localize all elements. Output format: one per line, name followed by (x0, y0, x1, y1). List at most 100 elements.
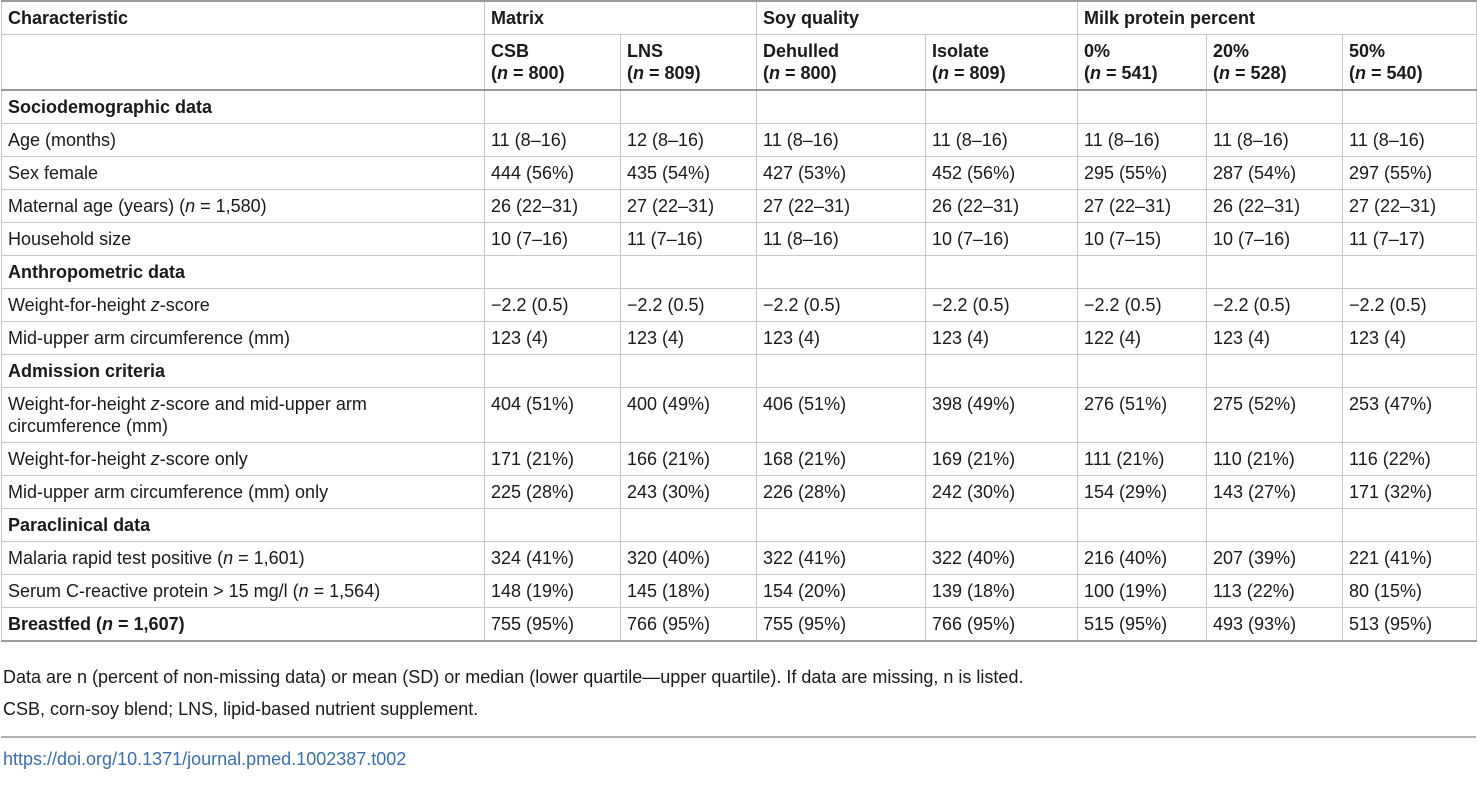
table-cell: 27 (22–31) (756, 189, 927, 223)
table-cell: 139 (18%) (925, 574, 1079, 608)
table-cell: 515 (95%) (1077, 607, 1208, 642)
section-row: Sociodemographic data (1, 89, 1477, 124)
table-cell: 427 (53%) (756, 156, 927, 190)
table-cell: 143 (27%) (1206, 475, 1344, 509)
doi-link[interactable]: https://doi.org/10.1371/journal.pmed.100… (3, 749, 407, 769)
row-label-part: = 1,564) (308, 581, 381, 601)
table-cell: 275 (52%) (1206, 387, 1344, 443)
table-row: Mid-upper arm circumference (mm) only 225… (1, 475, 1477, 509)
row-label-italic: z (150, 295, 160, 315)
section-label: Paraclinical data (1, 508, 485, 542)
row-label: Weight-for-height z-score only (1, 442, 485, 476)
empty-cell (925, 89, 1079, 124)
row-label-italic: n (185, 196, 196, 216)
table-cell: 11 (8–16) (756, 123, 927, 157)
n-prefix: ( (1213, 63, 1220, 83)
table-cell: −2.2 (0.5) (619, 288, 758, 322)
table-cell: 148 (19%) (484, 574, 621, 608)
empty-cell (484, 89, 621, 124)
empty-cell (1206, 255, 1344, 289)
table-cell: 168 (21%) (756, 442, 927, 476)
empty-cell (1342, 255, 1477, 289)
table-cell: 11 (8–16) (1342, 123, 1477, 157)
table-cell: 27 (22–31) (1342, 189, 1477, 223)
table-cell: 253 (47%) (1342, 387, 1477, 443)
table-cell: 27 (22–31) (619, 189, 758, 223)
row-label-part: Weight-for-height (8, 449, 151, 469)
table-row: Sex female 444 (56%) 435 (54%) 427 (53%) 452… (1, 156, 1477, 190)
n-value: 541 (1121, 63, 1152, 83)
n-suffix: ) (999, 63, 1006, 83)
header-column-0: CSB (n = 800) (484, 34, 621, 91)
n-letter: n (1219, 63, 1231, 83)
table-cell: 766 (95%) (925, 607, 1079, 642)
table-cell: 755 (95%) (756, 607, 927, 642)
n-equals: = (508, 63, 529, 83)
row-label-part: Breastfed ( (8, 614, 103, 634)
table-cell: 295 (55%) (1077, 156, 1208, 190)
divider (1, 736, 1476, 738)
row-label: Household size (1, 222, 485, 256)
header-column-3: Isolate (n = 809) (925, 34, 1079, 91)
table-cell: 404 (51%) (484, 387, 621, 443)
row-label-italic: z (150, 394, 160, 414)
table-cell: 322 (41%) (756, 541, 927, 575)
empty-cell (619, 89, 758, 124)
header-column-name: 20% (1213, 41, 1250, 61)
empty-cell (1077, 508, 1208, 542)
empty-cell (484, 508, 621, 542)
table-cell: −2.2 (0.5) (1206, 288, 1344, 322)
table-cell: 221 (41%) (1342, 541, 1477, 575)
row-label-part: Weight-for-height (8, 295, 151, 315)
n-equals: = (644, 63, 665, 83)
table-cell: 11 (8–16) (925, 123, 1079, 157)
table-cell: 100 (19%) (1077, 574, 1208, 608)
table-figure: Characteristic Matrix Soy quality Milk p… (1, 0, 1477, 769)
n-value: 540 (1386, 63, 1417, 83)
header-column-name: Isolate (932, 41, 990, 61)
table-cell: 116 (22%) (1342, 442, 1477, 476)
row-label-part: -score and mid-upper arm circumference (… (8, 394, 367, 436)
table-row: Household size 10 (7–16) 11 (7–16) 11 (8–16… (1, 222, 1477, 256)
table-cell: 11 (8–16) (1206, 123, 1344, 157)
section-label: Sociodemographic data (1, 89, 485, 124)
n-suffix: ) (558, 63, 565, 83)
n-letter: n (938, 63, 950, 83)
row-label-part: = 1,601) (233, 548, 305, 568)
empty-cell (1206, 508, 1344, 542)
table-cell: 400 (49%) (619, 387, 758, 443)
empty-cell (484, 354, 621, 388)
table-cell: 216 (40%) (1077, 541, 1208, 575)
table-cell: 154 (29%) (1077, 475, 1208, 509)
row-label-part: -score (159, 295, 210, 315)
n-value: 528 (1250, 63, 1281, 83)
table-cell: 11 (8–16) (756, 222, 927, 256)
footnote-data-description: Data are n (percent of non-missing data)… (3, 667, 1024, 687)
table-cell: 123 (4) (484, 321, 621, 355)
table-cell: 145 (18%) (619, 574, 758, 608)
section-label: Admission criteria (1, 354, 485, 388)
table-cell: 166 (21%) (619, 442, 758, 476)
table-cell: 435 (54%) (619, 156, 758, 190)
row-label-part: Malaria rapid test positive ( (8, 548, 224, 568)
empty-cell (756, 354, 927, 388)
n-value: 809 (664, 63, 695, 83)
table-cell: 242 (30%) (925, 475, 1079, 509)
section-row: Admission criteria (1, 354, 1477, 388)
table-cell: 113 (22%) (1206, 574, 1344, 608)
row-label-italic: n (102, 614, 114, 634)
table-cell: 444 (56%) (484, 156, 621, 190)
section-row: Paraclinical data (1, 508, 1477, 542)
table-cell: 493 (93%) (1206, 607, 1344, 642)
table-row: Breastfed (n = 1,607) 755 (95%) 766 (95%) 7… (1, 607, 1477, 642)
table-cell: 26 (22–31) (484, 189, 621, 223)
n-suffix: ) (1151, 63, 1158, 83)
header-column-name: CSB (491, 41, 530, 61)
table-cell: 513 (95%) (1342, 607, 1477, 642)
empty-cell (619, 255, 758, 289)
table-cell: 27 (22–31) (1077, 189, 1208, 223)
empty-cell (1077, 89, 1208, 124)
empty-cell (1342, 508, 1477, 542)
row-label: Weight-for-height z-score (1, 288, 485, 322)
header-empty-cell (1, 34, 485, 91)
